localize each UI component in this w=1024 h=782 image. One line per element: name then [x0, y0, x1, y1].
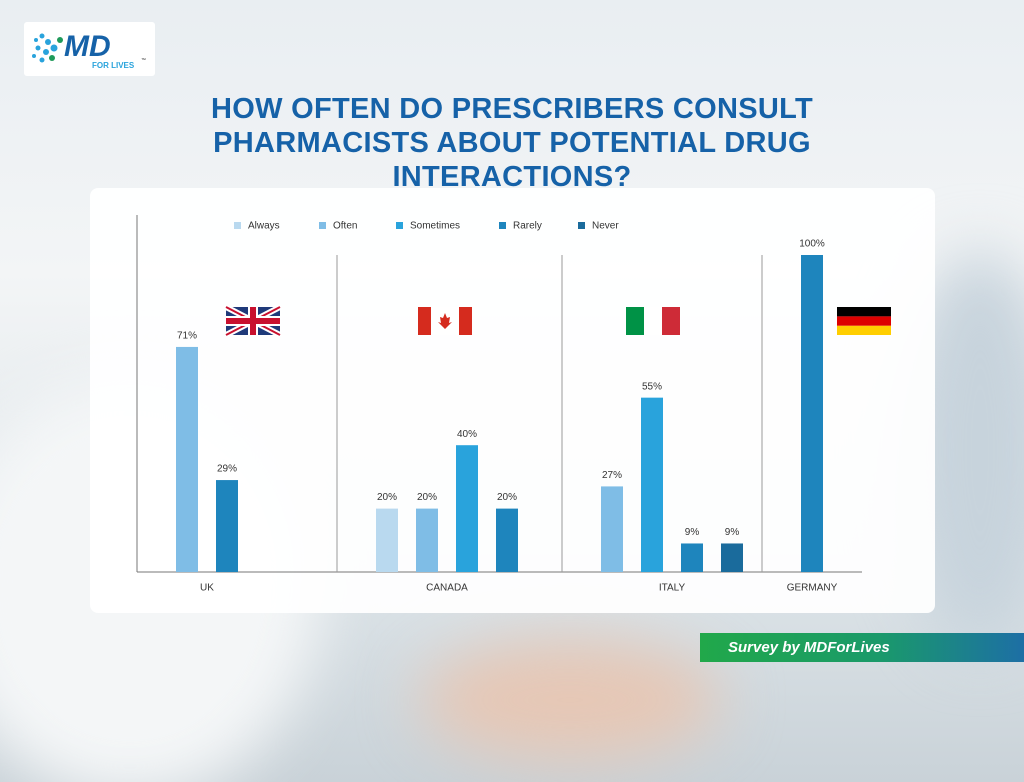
bar [176, 346, 198, 572]
data-label: 27% [602, 470, 622, 481]
legend-label: Always [248, 221, 280, 232]
logo-text: MD [64, 30, 111, 63]
x-tick-label: ITALY [659, 583, 686, 594]
flag-italy [626, 307, 680, 335]
legend-swatch [396, 222, 403, 229]
data-label: 55% [642, 381, 662, 392]
x-tick-label: GERMANY [787, 583, 838, 594]
legend-swatch [499, 222, 506, 229]
data-label: 71% [177, 331, 197, 342]
background [420, 640, 720, 760]
bar [496, 508, 518, 572]
x-tick-label: CANADA [426, 583, 468, 594]
data-label: 100% [799, 239, 825, 250]
data-label: 40% [457, 429, 477, 440]
logo-mark: ™ [141, 57, 146, 63]
flag-canada [418, 307, 472, 335]
legend-swatch [578, 222, 585, 229]
data-label: 9% [685, 527, 700, 538]
bar [721, 543, 743, 572]
logo-subtext: FOR LIVES [92, 61, 135, 70]
legend-label: Never [592, 221, 619, 232]
legend-swatch [319, 222, 326, 229]
legend-label: Rarely [513, 221, 542, 232]
data-label: 29% [217, 464, 237, 475]
logo: MD FOR LIVES ™ [24, 22, 155, 76]
bar [681, 543, 703, 572]
logo-dots [32, 33, 63, 63]
footer: Survey by MDForLives [700, 633, 1024, 662]
bar [641, 397, 663, 572]
x-tick-label: UK [200, 583, 214, 594]
chart-title: HOW OFTEN DO PRESCRIBERS CONSULT PHARMAC… [211, 93, 813, 193]
legend-label: Often [333, 221, 357, 232]
data-label: 20% [497, 492, 517, 503]
bar [601, 486, 623, 572]
bar [376, 508, 398, 572]
bar [216, 480, 238, 572]
data-label: 9% [725, 527, 740, 538]
logo-graphic: MD FOR LIVES ™ [32, 30, 146, 70]
legend-swatch [234, 222, 241, 229]
flag-uk [224, 304, 282, 338]
bar [416, 508, 438, 572]
bar [801, 255, 823, 572]
data-label: 20% [417, 492, 437, 503]
legend-label: Sometimes [410, 221, 460, 232]
bar [456, 445, 478, 572]
flag-germany [837, 307, 891, 335]
data-label: 20% [377, 492, 397, 503]
